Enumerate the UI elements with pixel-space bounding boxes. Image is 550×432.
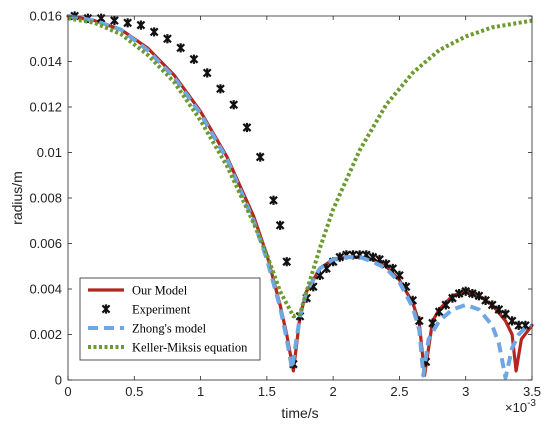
data-point [474, 291, 484, 301]
x-tick-label: 2 [330, 384, 337, 399]
series-line [67, 16, 533, 319]
y-axis: 0 0.002 0.004 0.006 0.008 0.01 0.012 0.014 0.016 [29, 9, 532, 388]
data-point [441, 300, 451, 310]
legend: Our Model Experiment Zhong's model Keller-M… [79, 277, 261, 361]
data-point [110, 15, 119, 26]
legend-label: Keller-Miksis equation [132, 341, 248, 355]
series-layer [66, 11, 534, 380]
data-point [163, 34, 172, 44]
y-tick-label: 0.012 [29, 100, 62, 115]
x-tick-label: 1 [197, 384, 204, 399]
y-tick-label: 0.014 [29, 54, 62, 69]
legend-item: Experiment [101, 303, 191, 317]
x-tick-label: 3.5 [523, 384, 541, 399]
data-point [255, 152, 265, 162]
data-point [242, 122, 252, 133]
y-tick-label: 0.01 [37, 145, 62, 160]
data-point [322, 263, 331, 274]
data-point [282, 257, 292, 267]
data-point [481, 295, 490, 305]
data-point [136, 20, 146, 30]
data-point [123, 18, 133, 28]
data-point [275, 220, 285, 230]
x-tick-label: 0 [64, 384, 71, 399]
data-point [434, 307, 444, 317]
data-point [494, 304, 504, 315]
series-line [67, 14, 533, 380]
legend-label: Experiment [132, 303, 191, 317]
series-1 [70, 11, 530, 369]
data-point [507, 316, 517, 326]
legend-label: Zhong's model [132, 322, 207, 336]
x-exponent-base: ×10 [505, 400, 527, 415]
x-exponent-label: ×10-3 [505, 398, 536, 415]
data-point [229, 100, 239, 110]
data-point [395, 270, 404, 280]
x-tick-label: 1.5 [258, 384, 276, 399]
data-point [269, 195, 278, 205]
data-point [461, 286, 471, 296]
data-point [454, 288, 464, 299]
data-point [448, 293, 457, 303]
x-tick-label: 0.5 [125, 384, 143, 399]
x-axis-title: time/s [281, 405, 318, 421]
data-point [487, 300, 497, 310]
legend-items: Our Model Experiment Zhong's model Keller-M… [88, 284, 248, 355]
data-point [189, 54, 199, 64]
data-point [467, 288, 477, 299]
y-tick-label: 0 [55, 373, 62, 388]
legend-item: Zhong's model [88, 322, 207, 336]
data-point [514, 320, 524, 330]
data-point [176, 43, 186, 53]
x-axis: 0 0.5 1 1.5 2 2.5 3 3.5 [64, 16, 541, 399]
legend-item: Keller-Miksis equation [88, 341, 248, 355]
series-3 [67, 16, 533, 319]
y-axis-title: radius/m [9, 171, 25, 225]
data-point [368, 252, 378, 262]
x-tick-label: 3 [462, 384, 469, 399]
data-point [149, 27, 159, 37]
legend-swatch [101, 304, 111, 314]
series-2 [67, 14, 533, 380]
y-tick-label: 0.004 [29, 282, 62, 297]
data-point [202, 68, 212, 78]
legend-label: Our Model [132, 284, 188, 298]
x-tick-label: 2.5 [390, 384, 408, 399]
y-tick-label: 0.002 [29, 327, 62, 342]
y-tick-label: 0.008 [29, 191, 62, 206]
x-exponent-power: -3 [527, 398, 536, 409]
legend-item: Our Model [88, 284, 188, 298]
y-tick-label: 0.006 [29, 236, 62, 251]
data-point [501, 309, 510, 319]
data-point [216, 84, 225, 94]
y-tick-label: 0.016 [29, 9, 62, 24]
